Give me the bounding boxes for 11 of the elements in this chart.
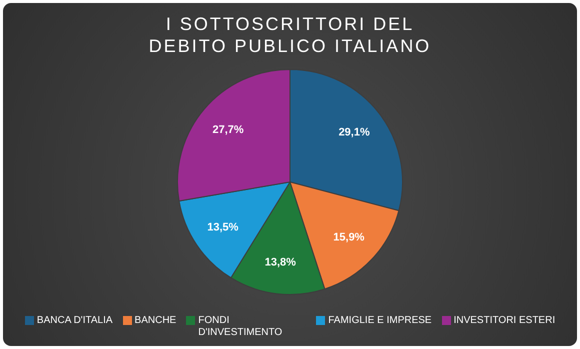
data-label: 13,8%: [264, 256, 296, 268]
data-label: 27,7%: [212, 124, 244, 136]
data-label: 13,5%: [207, 221, 239, 234]
chart-title: I SOTTOSCRITTORI DEL DEBITO PUBLICO ITALIANO: [148, 13, 432, 57]
data-label: 29,1%: [338, 126, 370, 139]
legend-label: BANCHE: [134, 315, 176, 327]
data-label: 15,9%: [333, 232, 365, 244]
legend-label: INVESTITORI ESTERI: [454, 315, 556, 327]
legend-label: FONDI D'INVESTIMENTO: [198, 315, 284, 339]
legend-label: BANCA D'ITALIA: [36, 315, 113, 327]
legend-label: FAMIGLIE E IMPRESE: [328, 315, 432, 327]
